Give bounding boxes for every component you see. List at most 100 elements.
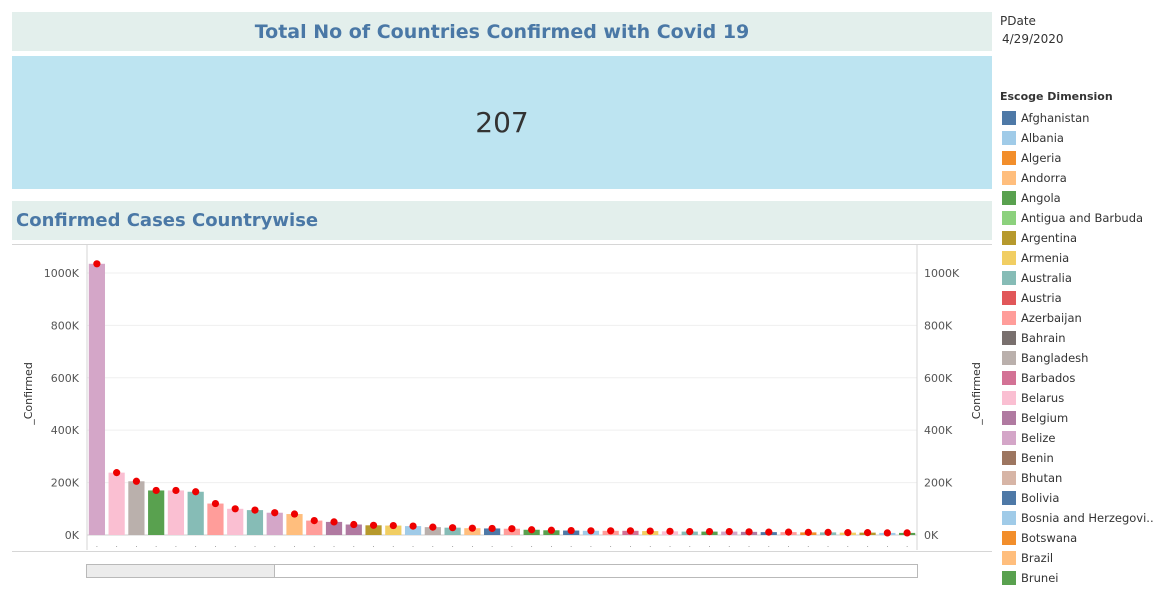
confirmed-point [804,528,812,536]
confirmed-point [192,488,200,496]
x-tick-mark: . [906,540,909,549]
y-tick-label-left: 800K [51,319,80,332]
legend-item[interactable]: Barbados [1002,368,1154,388]
legend-label: Brunei [1021,571,1059,585]
legend-item[interactable]: Argentina [1002,228,1154,248]
legend-item[interactable]: Bahrain [1002,328,1154,348]
legend-label: Albania [1021,131,1064,145]
legend-label: Antigua and Barbuda [1021,211,1144,225]
confirmed-point [369,521,378,529]
legend-label: Bosnia and Herzegovi.. [1021,511,1154,525]
legend-swatch [1002,151,1016,165]
x-tick-mark: . [194,540,197,549]
chart-bottom-divider [12,551,992,552]
legend-item[interactable]: Algeria [1002,148,1154,168]
confirmed-point [666,527,674,535]
confirmed-cases-chart[interactable]: 0K 0K 200K 200K 400K 400K 600K 600K 800K 800K 1000… [12,244,992,560]
legend-label: Andorra [1021,171,1067,185]
legend-swatch [1002,511,1016,525]
y-tick-label-right: 800K [924,319,953,332]
confirmed-point [152,486,160,495]
x-tick-mark: . [787,540,790,549]
legend-item[interactable]: Afghanistan [1002,108,1154,128]
x-tick-mark: . [254,540,257,549]
x-tick-mark: . [491,540,494,549]
confirmed-point [686,527,694,536]
bar [286,514,303,535]
y-tick-label-left: 400K [51,424,80,437]
legend-item[interactable]: Belgium [1002,408,1154,428]
confirmed-point [646,527,654,535]
x-tick-mark: . [768,540,771,549]
legend-label: Azerbaijan [1021,311,1082,325]
legend-swatch [1002,231,1016,245]
pdate-filter-value[interactable]: 4/29/2020 [1002,32,1064,46]
x-tick-mark: . [807,540,810,549]
confirmed-point [488,524,496,533]
x-tick-mark: . [728,540,731,549]
x-tick-mark: . [273,540,276,549]
confirmed-point [93,260,101,268]
legend-item[interactable]: Bangladesh [1002,348,1154,368]
legend-label: Algeria [1021,151,1062,165]
legend-item[interactable]: Botswana [1002,528,1154,548]
legend-label: Botswana [1021,531,1078,545]
legend-label: Belgium [1021,411,1069,425]
x-tick-mark: . [550,540,553,549]
legend-item[interactable]: Brazil [1002,548,1154,568]
legend-label: Australia [1021,271,1072,285]
legend-item[interactable]: Antigua and Barbuda [1002,208,1154,228]
bar [227,508,244,535]
confirmed-point [231,505,239,513]
legend-item[interactable]: Bosnia and Herzegovi.. [1002,508,1154,528]
legend-item[interactable]: Australia [1002,268,1154,288]
x-tick-mark: . [827,540,830,549]
bar [128,481,145,535]
legend-item[interactable]: Belarus [1002,388,1154,408]
confirmed-point [903,529,911,537]
confirmed-point [132,477,141,485]
legend-swatch [1002,491,1016,505]
x-tick-mark: . [511,540,514,549]
legend-item[interactable]: Armenia [1002,248,1154,268]
legend-item[interactable]: Belize [1002,428,1154,448]
confirmed-point [824,528,832,536]
x-tick-mark: . [175,540,178,549]
legend-item[interactable]: Andorra [1002,168,1154,188]
legend-item[interactable]: Bolivia [1002,488,1154,508]
y-tick-label-left: 0K [65,529,80,542]
x-tick-mark: . [451,540,454,549]
confirmed-point [705,527,714,536]
dashboard-title: Total No of Countries Confirmed with Cov… [254,20,750,43]
legend-item[interactable]: Angola [1002,188,1154,208]
legend-item[interactable]: Bhutan [1002,468,1154,488]
y-tick-label-right: 0K [924,529,939,542]
bar [385,525,402,535]
legend-item[interactable]: Austria [1002,288,1154,308]
legend-item[interactable]: Benin [1002,448,1154,468]
legend-label: Belize [1021,431,1056,445]
confirmed-point [330,518,338,526]
confirmed-point [784,528,793,536]
legend-item[interactable]: Albania [1002,128,1154,148]
bar [108,472,125,535]
legend-item[interactable]: Brunei [1002,568,1154,588]
x-tick-mark: . [313,540,316,549]
legend-title: Escoge Dimension [1000,90,1113,103]
confirmed-point [448,524,457,532]
bar [266,512,283,535]
bar [365,525,382,535]
legend-item[interactable]: Azerbaijan [1002,308,1154,328]
chart-scrollbar-thumb[interactable] [87,565,275,577]
confirmed-point [251,506,259,514]
x-tick-mark: . [688,540,691,549]
legend-label: Bhutan [1021,471,1063,485]
legend-swatch [1002,551,1016,565]
legend-swatch [1002,451,1016,465]
chart-scrollbar[interactable] [86,564,918,578]
legend-swatch [1002,391,1016,405]
bar [404,526,422,535]
confirmed-point [745,528,753,536]
chart-top-divider [12,244,992,245]
x-tick-mark: . [353,540,356,549]
